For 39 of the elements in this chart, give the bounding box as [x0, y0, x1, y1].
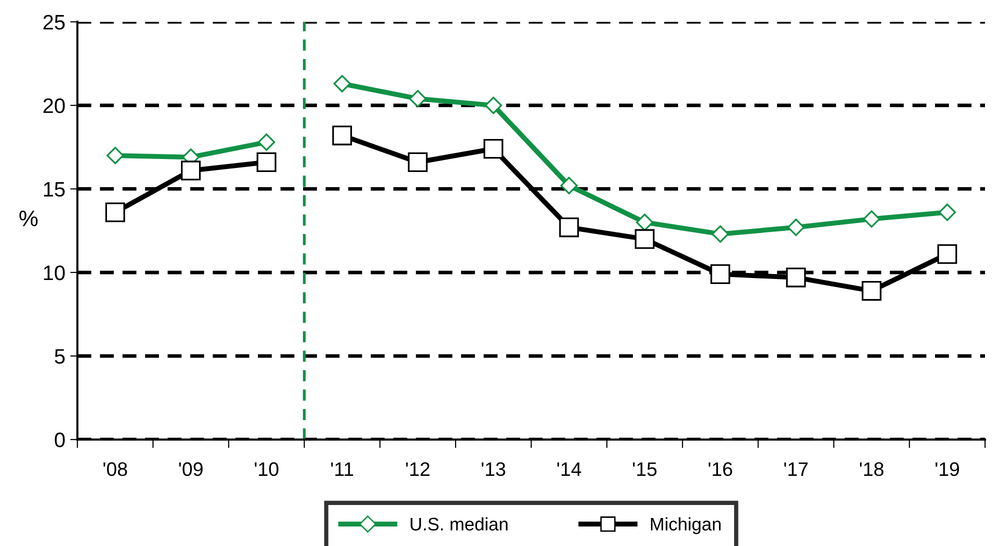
y-tick-label: 15: [44, 182, 65, 197]
x-tick-label: '10: [254, 462, 278, 476]
point: [712, 225, 730, 243]
point: [560, 176, 578, 194]
x-tick-label: '19: [936, 462, 959, 476]
y-tick-label: 0: [54, 432, 65, 448]
point: [408, 152, 428, 172]
x-tick-label: '09: [179, 462, 203, 476]
point: [333, 74, 351, 92]
x-tick-label: '13: [482, 462, 506, 476]
y-tick-label: 20: [43, 98, 65, 114]
point: [787, 218, 805, 236]
point: [938, 204, 956, 221]
point: [559, 217, 579, 238]
point: [484, 96, 502, 114]
point: [786, 268, 806, 288]
legend-label: Michigan: [650, 517, 721, 534]
point: [484, 138, 504, 159]
point: [862, 210, 880, 228]
x-tick-label: '18: [860, 462, 884, 476]
point: [636, 214, 654, 232]
x-tick-label: '12: [406, 462, 430, 476]
x-tick-label: '08: [104, 462, 128, 476]
y-tick-label: 5: [54, 349, 65, 364]
x-tick-label: '11: [331, 462, 354, 476]
point: [409, 90, 426, 108]
y-tick-label: 10: [44, 265, 65, 280]
point: [862, 280, 882, 301]
x-tick-label: '14: [557, 462, 582, 476]
y-tick-label: 25: [43, 14, 65, 30]
x-tick-label: '15: [632, 462, 657, 476]
x-tick-label: '17: [784, 462, 808, 476]
point: [332, 126, 352, 146]
point: [937, 244, 958, 264]
legend-label: U.S. median: [410, 517, 508, 531]
x-tick-label: '16: [708, 462, 732, 476]
point: [710, 264, 730, 284]
point: [634, 229, 655, 249]
y-axis-title: %: [19, 210, 38, 226]
